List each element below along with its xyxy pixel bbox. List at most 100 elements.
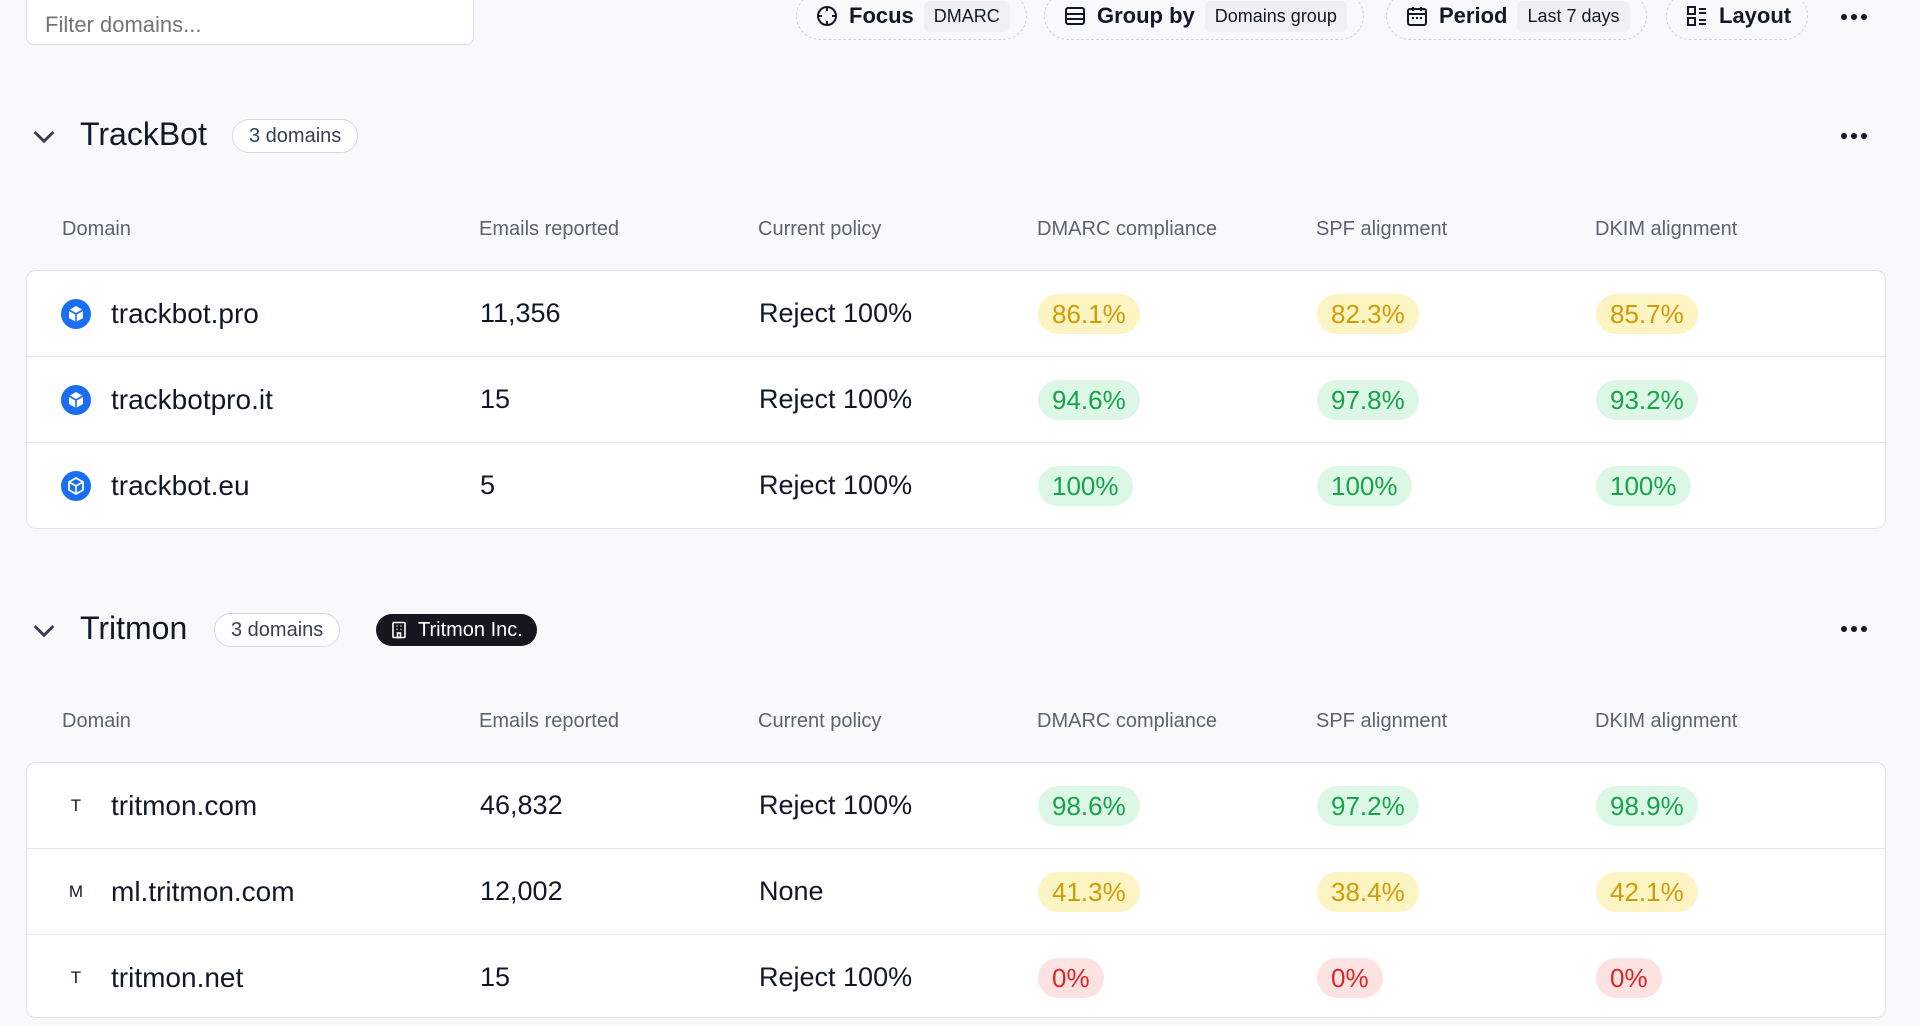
current-policy: Reject 100%	[759, 790, 913, 820]
spf-alignment-badge: 82.3%	[1317, 293, 1419, 334]
current-policy: Reject 100%	[759, 962, 913, 992]
domain-initial-icon: M	[68, 882, 84, 901]
cube-icon	[61, 299, 91, 329]
period-label: Period	[1439, 3, 1508, 28]
group-header-trackbot: TrackBot 3 domains	[0, 106, 1920, 166]
dmarc-compliance-badge: 0%	[1038, 957, 1104, 998]
emails-reported: 11,356	[480, 298, 561, 328]
layout-label: Layout	[1719, 3, 1792, 28]
column-header-spf[interactable]: SPF alignment	[1316, 710, 1448, 732]
dkim-alignment-badge: 100%	[1596, 465, 1691, 506]
chevron-down-icon[interactable]	[28, 614, 60, 646]
column-header-spf[interactable]: SPF alignment	[1316, 218, 1448, 240]
domain-count-badge: 3 domains	[214, 613, 341, 647]
layout-button[interactable]: Layout	[1666, 0, 1809, 40]
group-by-button[interactable]: Group by Domains group	[1044, 0, 1364, 40]
domain-name[interactable]: trackbotpro.it	[111, 383, 273, 415]
chevron-down-icon[interactable]	[28, 120, 60, 152]
current-policy: Reject 100%	[759, 298, 913, 328]
group-by-value: Domains group	[1204, 0, 1347, 32]
spf-alignment-badge: 38.4%	[1317, 871, 1419, 912]
table-row[interactable]: T tritmon.com 46,832 Reject 100% 98.6% 9…	[27, 763, 1885, 849]
cube-icon	[61, 471, 91, 501]
dkim-alignment-badge: 42.1%	[1596, 871, 1698, 912]
spf-alignment-badge: 97.8%	[1317, 379, 1419, 420]
group-header-tritmon: Tritmon 3 domains Tritmon Inc.	[0, 598, 1920, 658]
toolbar: Focus DMARC Group by Domains group Perio…	[0, 0, 1920, 50]
table-row[interactable]: trackbot.pro 11,356 Reject 100% 86.1% 82…	[27, 271, 1885, 357]
table-row[interactable]: M ml.tritmon.com 12,002 None 41.3% 38.4%…	[27, 849, 1885, 935]
domain-name[interactable]: trackbot.pro	[111, 297, 259, 329]
organization-badge[interactable]: Tritmon Inc.	[376, 614, 537, 646]
column-header-policy[interactable]: Current policy	[758, 710, 882, 732]
emails-reported: 46,832	[480, 790, 563, 820]
group-title: TrackBot	[80, 116, 207, 152]
focus-filter-button[interactable]: Focus DMARC	[796, 0, 1027, 40]
building-icon	[392, 621, 406, 639]
more-dot-icon	[1851, 14, 1857, 20]
column-header-emails[interactable]: Emails reported	[479, 710, 620, 732]
dmarc-compliance-badge: 94.6%	[1038, 379, 1140, 420]
calendar-icon	[1405, 4, 1429, 28]
column-header-emails[interactable]: Emails reported	[479, 218, 620, 240]
domain-initial-icon: T	[70, 796, 82, 815]
dmarc-compliance-badge: 41.3%	[1038, 871, 1140, 912]
layout-list-icon	[1685, 4, 1709, 28]
crosshair-icon	[815, 4, 839, 28]
domain-name[interactable]: tritmon.net	[111, 961, 244, 993]
column-header-dmarc[interactable]: DMARC compliance	[1037, 218, 1218, 240]
spf-alignment-badge: 0%	[1317, 957, 1383, 998]
emails-reported: 15	[480, 384, 511, 414]
group-title: Tritmon	[80, 610, 188, 646]
column-header-policy[interactable]: Current policy	[758, 218, 882, 240]
dkim-alignment-badge: 98.9%	[1596, 785, 1698, 826]
domain-count-badge: 3 domains	[232, 119, 359, 153]
more-dot-icon	[1841, 133, 1847, 139]
dkim-alignment-badge: 93.2%	[1596, 379, 1698, 420]
column-header-domain[interactable]: Domain	[62, 218, 131, 240]
emails-reported: 12,002	[480, 876, 563, 906]
dmarc-compliance-badge: 100%	[1038, 465, 1133, 506]
period-value: Last 7 days	[1517, 0, 1630, 32]
more-dot-icon	[1841, 626, 1847, 632]
group-more-button[interactable]	[1834, 121, 1874, 151]
dkim-alignment-badge: 85.7%	[1596, 293, 1698, 334]
more-dot-icon	[1861, 626, 1867, 632]
rows-icon	[1063, 4, 1087, 28]
group-by-label: Group by	[1097, 3, 1195, 28]
column-header-dmarc[interactable]: DMARC compliance	[1037, 710, 1218, 732]
emails-reported: 5	[480, 470, 496, 500]
filter-domains-input[interactable]	[26, 0, 474, 45]
column-header-dkim[interactable]: DKIM alignment	[1595, 218, 1738, 240]
domain-name[interactable]: trackbot.eu	[111, 469, 250, 501]
domain-initial-icon: T	[70, 968, 82, 987]
more-dot-icon	[1861, 14, 1867, 20]
more-dot-icon	[1841, 14, 1847, 20]
domains-table-tritmon: T tritmon.com 46,832 Reject 100% 98.6% 9…	[26, 762, 1886, 1018]
domain-name[interactable]: tritmon.com	[111, 789, 258, 821]
focus-label: Focus	[849, 3, 914, 28]
dkim-alignment-badge: 0%	[1596, 957, 1662, 998]
group-more-button[interactable]	[1834, 614, 1874, 644]
organization-name: Tritmon Inc.	[418, 618, 523, 641]
table-row[interactable]: trackbotpro.it 15 Reject 100% 94.6% 97.8…	[27, 357, 1885, 443]
more-dot-icon	[1851, 626, 1857, 632]
dmarc-compliance-badge: 86.1%	[1038, 293, 1140, 334]
domain-name[interactable]: ml.tritmon.com	[111, 875, 295, 907]
spf-alignment-badge: 100%	[1317, 465, 1412, 506]
more-dot-icon	[1861, 133, 1867, 139]
cube-icon	[61, 385, 91, 415]
emails-reported: 15	[480, 962, 511, 992]
focus-value: DMARC	[923, 0, 1010, 32]
domains-table-trackbot: trackbot.pro 11,356 Reject 100% 86.1% 82…	[26, 270, 1886, 529]
table-row[interactable]: trackbot.eu 5 Reject 100% 100% 100% 100%	[27, 443, 1885, 528]
current-policy: Reject 100%	[759, 384, 913, 414]
column-header-domain[interactable]: Domain	[62, 710, 131, 732]
toolbar-more-button[interactable]	[1834, 2, 1874, 32]
period-button[interactable]: Period Last 7 days	[1386, 0, 1647, 40]
current-policy: Reject 100%	[759, 470, 913, 500]
column-header-dkim[interactable]: DKIM alignment	[1595, 710, 1738, 732]
table-row[interactable]: T tritmon.net 15 Reject 100% 0% 0% 0%	[27, 935, 1885, 1020]
more-dot-icon	[1851, 133, 1857, 139]
current-policy: None	[759, 876, 824, 906]
